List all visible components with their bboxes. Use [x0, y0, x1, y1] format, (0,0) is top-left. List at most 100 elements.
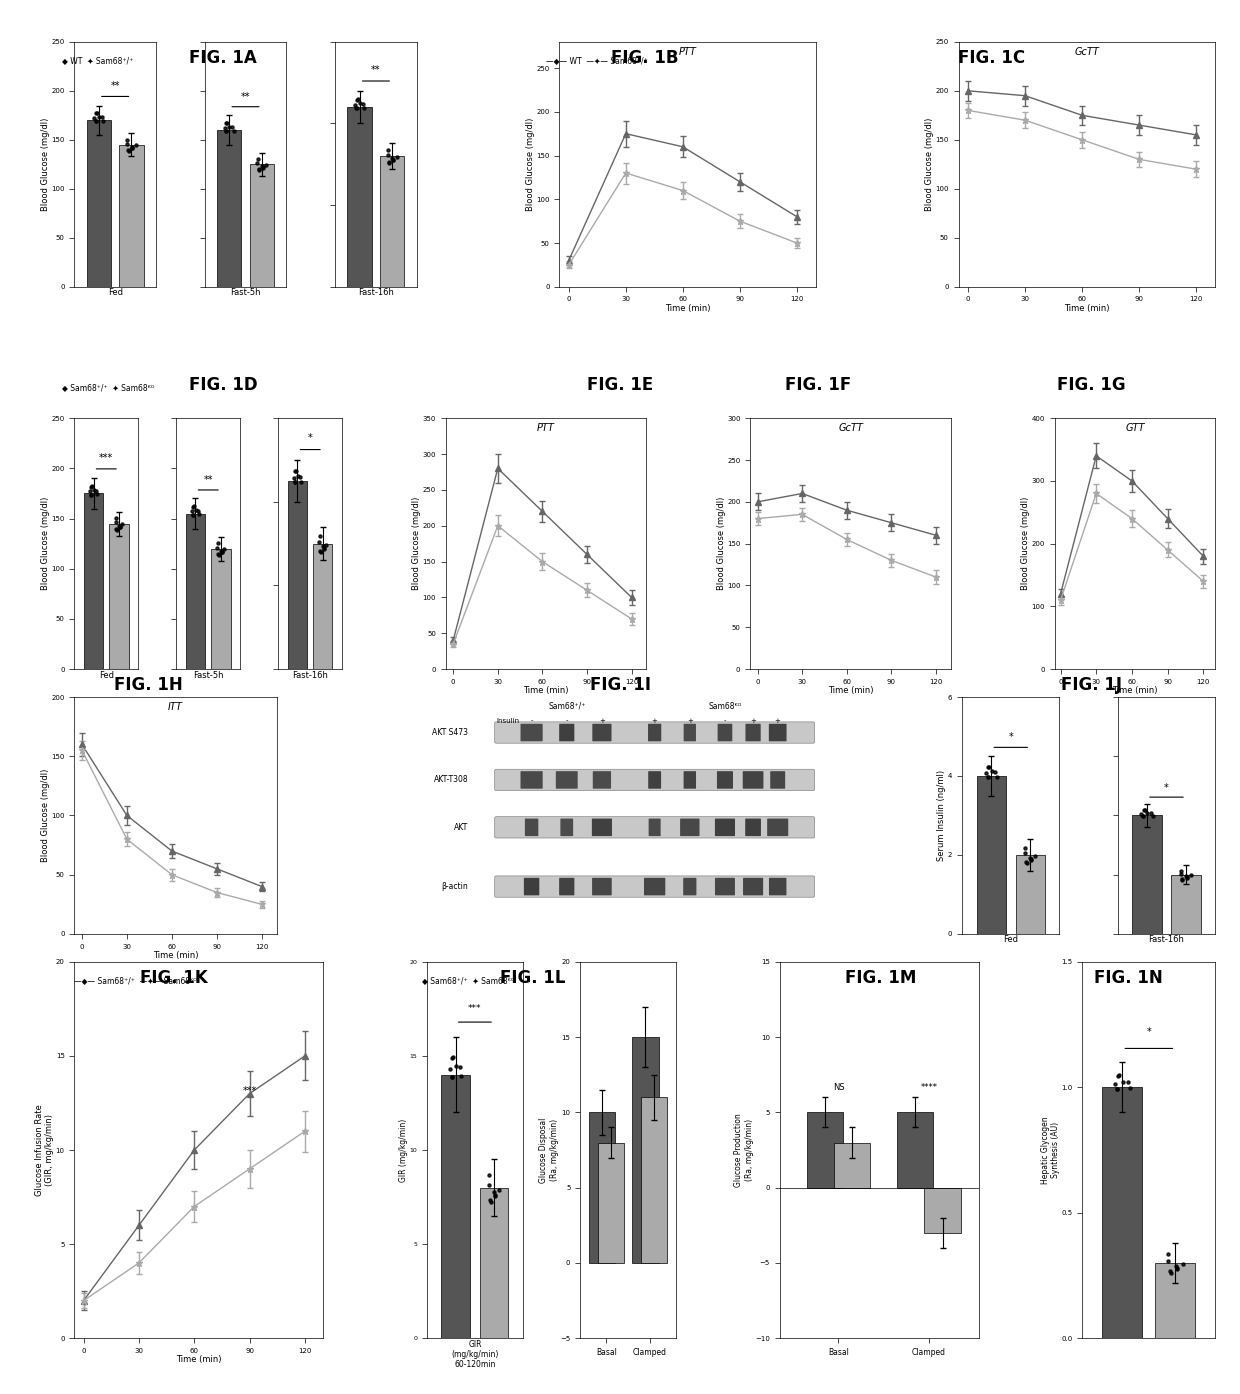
X-axis label: Time (min): Time (min) — [523, 686, 569, 696]
Y-axis label: Glucose Infusion Rate
(GIR, mg/kg/min): Glucose Infusion Rate (GIR, mg/kg/min) — [35, 1104, 55, 1196]
Point — [443, 1066, 463, 1089]
Point — [977, 767, 997, 789]
Point — [252, 155, 272, 177]
X-axis label: Time (min): Time (min) — [665, 304, 711, 312]
Point — [382, 148, 402, 170]
FancyBboxPatch shape — [593, 723, 611, 742]
Bar — [1132, 815, 1162, 934]
X-axis label: Time (min): Time (min) — [828, 686, 873, 696]
X-axis label: Time (min): Time (min) — [1112, 686, 1158, 696]
Point — [208, 542, 228, 565]
Bar — [632, 1037, 658, 1263]
Text: ◆ WT  ✦ Sam68⁺/⁺: ◆ WT ✦ Sam68⁺/⁺ — [62, 56, 133, 64]
Point — [82, 475, 102, 498]
Point — [86, 102, 105, 124]
Text: PTT: PTT — [537, 424, 556, 434]
Point — [314, 537, 334, 559]
Text: AKT-T308: AKT-T308 — [434, 775, 469, 785]
Point — [490, 1178, 510, 1200]
Point — [1177, 866, 1197, 888]
Y-axis label: Blood Glucose (mg/dl): Blood Glucose (mg/dl) — [925, 117, 934, 210]
Text: FIG. 1E: FIG. 1E — [587, 376, 653, 395]
Y-axis label: Glucose Production
(Ra, mg/kg/min): Glucose Production (Ra, mg/kg/min) — [734, 1114, 754, 1186]
Point — [184, 503, 203, 526]
Point — [87, 102, 107, 124]
Text: *: * — [308, 434, 312, 443]
X-axis label: Time (min): Time (min) — [176, 1355, 222, 1365]
Point — [481, 1190, 501, 1213]
Point — [81, 484, 100, 506]
Point — [353, 93, 373, 116]
Bar — [589, 1112, 615, 1263]
Point — [1117, 1072, 1137, 1094]
Point — [123, 137, 143, 159]
Text: FIG. 1J: FIG. 1J — [1060, 676, 1122, 694]
Point — [81, 484, 100, 506]
Point — [1107, 1078, 1127, 1100]
Point — [1171, 863, 1190, 885]
Y-axis label: Blood Glucose (mg/dl): Blood Glucose (mg/dl) — [41, 498, 50, 590]
Text: PTT: PTT — [678, 47, 697, 57]
Point — [84, 107, 104, 130]
Point — [479, 1174, 498, 1196]
X-axis label: Fast-16h: Fast-16h — [1148, 935, 1184, 944]
Point — [1017, 852, 1037, 874]
Bar — [84, 493, 103, 669]
FancyBboxPatch shape — [717, 771, 733, 789]
Point — [1161, 1260, 1180, 1282]
Point — [89, 106, 109, 128]
FancyBboxPatch shape — [683, 878, 697, 895]
Point — [208, 533, 228, 555]
Point — [355, 96, 374, 118]
Point — [980, 756, 999, 778]
Point — [383, 149, 403, 171]
Bar — [379, 156, 404, 287]
Point — [285, 460, 305, 482]
Point — [291, 471, 311, 493]
Bar — [925, 1188, 961, 1232]
Point — [1173, 868, 1193, 891]
Text: *: * — [1008, 732, 1013, 742]
Point — [288, 466, 308, 488]
Point — [1142, 804, 1162, 827]
Text: AKT S473: AKT S473 — [433, 728, 469, 737]
Point — [110, 516, 130, 538]
Point — [222, 116, 242, 138]
Point — [977, 767, 997, 789]
Text: **: ** — [241, 92, 250, 102]
Point — [109, 514, 129, 537]
Point — [284, 467, 304, 489]
FancyBboxPatch shape — [495, 817, 815, 838]
Point — [1017, 850, 1037, 873]
X-axis label: Fast-16h: Fast-16h — [358, 289, 394, 297]
Text: +: + — [750, 718, 756, 723]
Text: Sam68⁺/⁺: Sam68⁺/⁺ — [548, 701, 585, 711]
X-axis label: GIR
(mg/kg/min)
60-120min: GIR (mg/kg/min) 60-120min — [451, 1340, 498, 1369]
Text: FIG. 1K: FIG. 1K — [140, 969, 207, 987]
Text: FIG. 1C: FIG. 1C — [959, 49, 1025, 67]
Point — [184, 503, 203, 526]
Point — [253, 156, 273, 178]
Bar — [217, 130, 242, 287]
Point — [1166, 1255, 1185, 1277]
FancyBboxPatch shape — [743, 878, 763, 895]
Point — [219, 116, 239, 138]
FancyBboxPatch shape — [745, 723, 760, 742]
FancyBboxPatch shape — [715, 818, 735, 836]
Text: FIG. 1A: FIG. 1A — [190, 49, 257, 67]
Point — [285, 471, 305, 493]
FancyBboxPatch shape — [591, 878, 611, 895]
Text: ****: **** — [920, 1083, 937, 1092]
Point — [118, 128, 138, 151]
FancyBboxPatch shape — [770, 771, 785, 789]
Point — [253, 156, 273, 178]
Text: -: - — [565, 718, 568, 723]
Bar — [977, 776, 1006, 934]
Point — [347, 98, 367, 120]
Point — [182, 500, 202, 523]
Point — [123, 137, 143, 159]
Point — [379, 151, 399, 173]
Text: GcTT: GcTT — [1074, 47, 1100, 57]
Text: Sam68ᴷᴼ: Sam68ᴷᴼ — [708, 701, 742, 711]
Bar — [347, 107, 372, 287]
